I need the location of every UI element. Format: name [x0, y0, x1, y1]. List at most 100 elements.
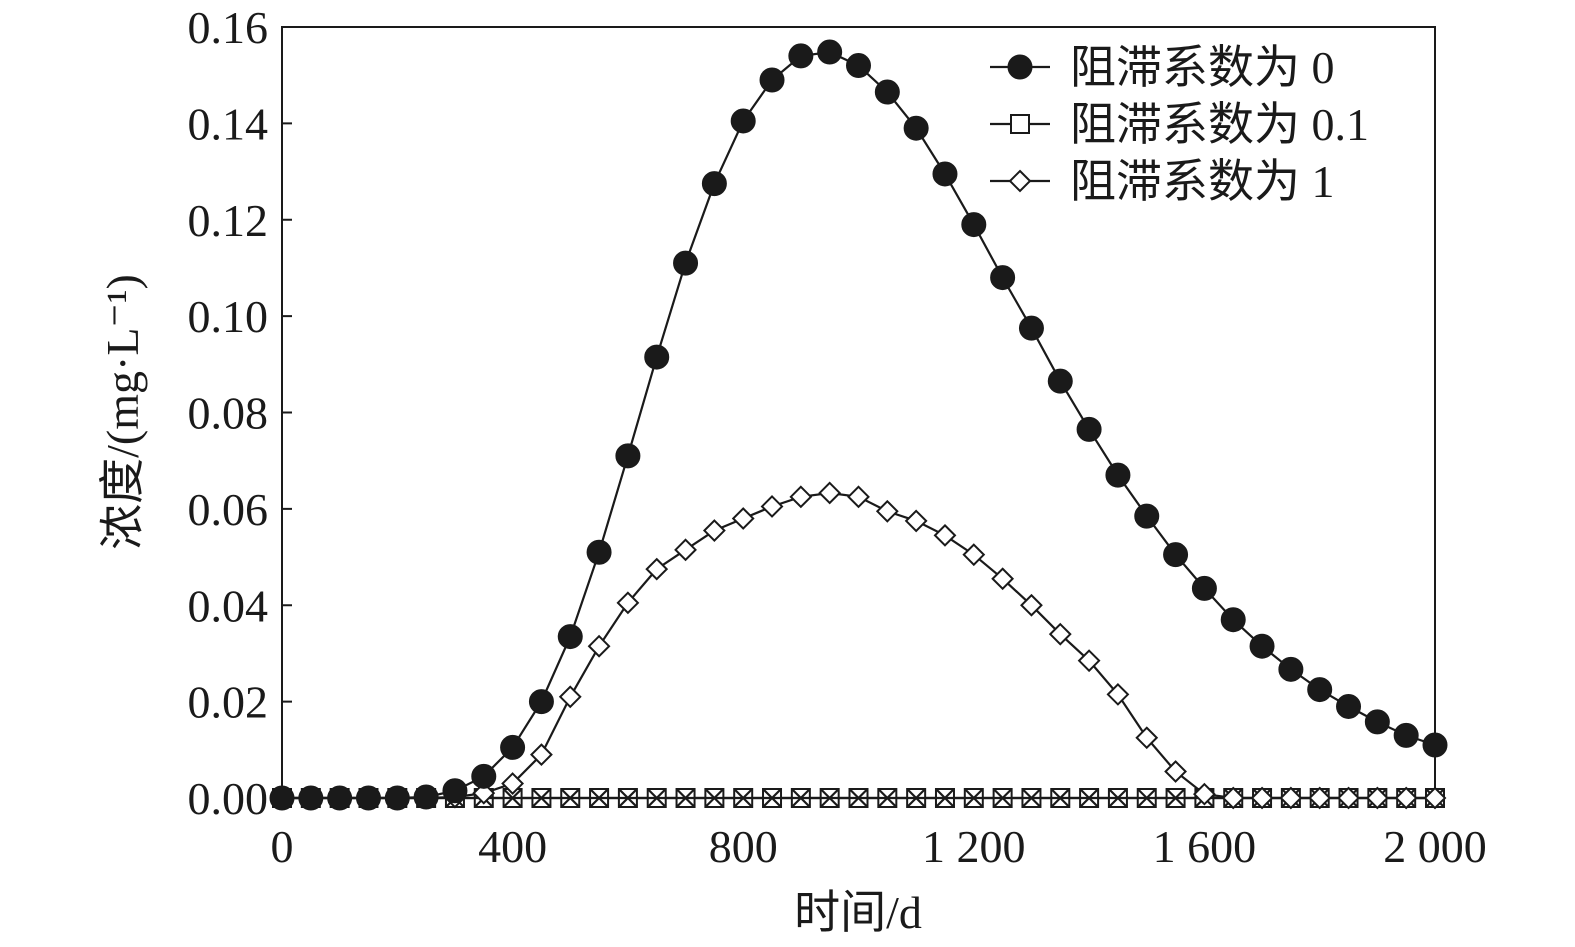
- legend-label: 阻滞系数为 1: [1070, 156, 1335, 207]
- x-axis-label: 时间/d: [794, 887, 922, 938]
- data-point-cross: [1079, 788, 1099, 808]
- data-point-circle: [269, 785, 295, 811]
- legend-item: 阻滞系数为 0.1: [990, 99, 1369, 150]
- data-point-cross: [819, 788, 840, 808]
- data-point-diamond: [1279, 786, 1303, 810]
- data-point-cross: [964, 788, 984, 808]
- data-point-cross: [618, 788, 638, 808]
- data-point-circle: [1163, 542, 1189, 568]
- data-point-diamond: [904, 509, 928, 533]
- x-tick-label: 1 200: [922, 821, 1026, 872]
- data-point-circle: [471, 763, 497, 789]
- data-point-circle: [759, 67, 785, 93]
- data-point-circle: [500, 734, 526, 760]
- data-point-circle: [615, 443, 641, 469]
- data-point-circle: [1047, 368, 1073, 394]
- data-point-diamond: [1423, 786, 1447, 810]
- data-point-circle: [442, 778, 468, 804]
- data-point-diamond: [1192, 782, 1216, 806]
- data-point-diamond: [472, 781, 496, 805]
- y-tick-label: 0.06: [188, 484, 269, 535]
- data-point-circle: [1307, 677, 1333, 703]
- data-point-diamond: [587, 634, 611, 658]
- data-point-diamond: [1365, 786, 1389, 810]
- data-point-circle: [1076, 416, 1102, 442]
- data-point-diamond: [789, 485, 813, 509]
- data-point-circle: [1220, 607, 1246, 633]
- data-point-circle: [327, 785, 353, 811]
- data-point-cross: [733, 788, 753, 808]
- data-point-diamond: [991, 567, 1015, 591]
- data-point-circle: [1393, 722, 1419, 748]
- y-axis: 0.00 0.02 0.04 0.06 0.08 0.10 0.12 0.14 0.16: [188, 2, 292, 824]
- y-tick-label: 0.14: [188, 98, 269, 149]
- data-point-cross: [1108, 788, 1128, 808]
- data-point-cross: [848, 788, 869, 808]
- data-point-circle: [874, 79, 900, 105]
- data-point-circle: [730, 108, 756, 134]
- data-point-diamond: [616, 591, 640, 615]
- data-point-diamond: [674, 538, 697, 562]
- data-point-cross: [935, 788, 955, 808]
- y-tick-label: 0.02: [188, 677, 269, 728]
- legend-label: 阻滞系数为 0: [1070, 42, 1335, 93]
- data-point-cross: [675, 788, 696, 808]
- data-point-diamond: [1250, 786, 1274, 810]
- data-point-diamond: [1221, 786, 1245, 810]
- data-point-diamond: [847, 485, 870, 509]
- data-point-circle: [817, 39, 843, 65]
- data-point-circle: [990, 265, 1016, 291]
- data-point-cross: [502, 788, 523, 808]
- data-point-diamond: [818, 481, 842, 505]
- data-point-diamond: [1164, 760, 1187, 783]
- data-point-diamond: [1048, 622, 1072, 646]
- data-point-circle: [961, 212, 987, 238]
- data-point-diamond: [1337, 786, 1360, 810]
- data-point-circle: [903, 115, 929, 141]
- data-point-circle: [788, 43, 814, 69]
- data-point-diamond: [501, 772, 525, 795]
- data-point-circle: [1249, 633, 1275, 659]
- data-point-diamond: [1394, 786, 1418, 810]
- legend: 阻滞系数为 0 阻滞系数为 0.1 阻滞系数为 1: [990, 42, 1369, 207]
- data-point-circle: [1364, 709, 1390, 735]
- data-point-diamond: [1106, 682, 1130, 706]
- data-point-diamond: [1008, 169, 1032, 193]
- data-point-cross: [1165, 788, 1186, 808]
- data-point-circle: [644, 344, 670, 370]
- data-point-circle: [1422, 732, 1448, 758]
- y-tick-label: 0.10: [188, 291, 269, 342]
- series-0: [269, 39, 1448, 811]
- data-point-diamond: [933, 523, 957, 547]
- data-point-diamond: [530, 743, 553, 767]
- y-tick-label: 0.16: [188, 2, 269, 53]
- legend-item: 阻滞系数为 1: [990, 156, 1335, 207]
- data-point-cross: [589, 788, 609, 808]
- x-tick-label: 2 000: [1383, 821, 1487, 872]
- x-tick-label: 0: [271, 821, 294, 872]
- data-point-diamond: [1077, 649, 1101, 673]
- data-point-circle: [932, 161, 958, 187]
- y-tick-label: 0.08: [188, 388, 269, 439]
- data-point-cross: [646, 788, 667, 808]
- x-tick-label: 400: [478, 821, 547, 872]
- data-point-diamond: [875, 499, 899, 523]
- data-point-circle: [1134, 503, 1160, 529]
- data-point-circle: [1018, 315, 1044, 341]
- data-point-circle: [586, 539, 612, 565]
- y-tick-label: 0.12: [188, 195, 269, 246]
- data-point-cross: [704, 788, 725, 808]
- y-tick-label: 0.00: [188, 773, 269, 824]
- data-point-diamond: [558, 685, 582, 709]
- data-point-cross: [531, 788, 552, 808]
- data-point-circle: [355, 785, 381, 811]
- data-point-diamond: [1020, 593, 1043, 617]
- data-point-circle: [384, 785, 410, 811]
- series-layer: [269, 39, 1448, 811]
- data-point-diamond: [962, 543, 986, 567]
- data-point-circle: [413, 784, 439, 810]
- data-point-diamond: [702, 519, 726, 542]
- data-point-circle: [1278, 656, 1304, 682]
- x-axis: 0 400 800 1 200 1 600 2 000: [271, 788, 1487, 872]
- data-point-cross: [791, 788, 811, 808]
